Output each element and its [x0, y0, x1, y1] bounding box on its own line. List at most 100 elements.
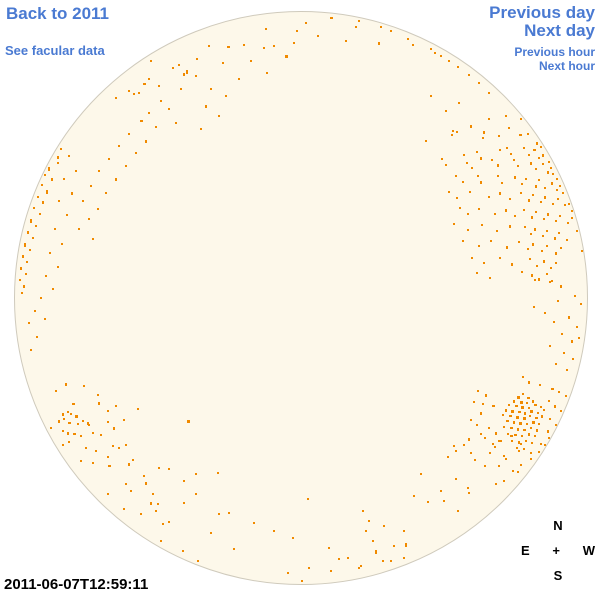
facular-point [498, 465, 500, 467]
facular-point [453, 223, 455, 225]
facular-point [365, 530, 367, 532]
facular-point [405, 545, 407, 547]
facular-point [568, 316, 570, 319]
facular-point [462, 181, 464, 183]
facular-point [522, 393, 524, 395]
facular-point [425, 140, 427, 142]
facular-point [140, 513, 142, 515]
facular-point [378, 42, 380, 45]
facular-point [552, 203, 554, 205]
facular-point [470, 125, 472, 128]
facular-point [108, 158, 110, 160]
facular-point [531, 442, 533, 444]
facular-point [80, 435, 82, 437]
facular-point [576, 230, 578, 232]
facular-point [22, 255, 24, 258]
compass-rose: N E + W S [521, 518, 595, 583]
facular-point [97, 394, 99, 396]
facular-point [490, 240, 492, 242]
compass-north-label: N [553, 518, 563, 533]
facular-point [330, 17, 333, 19]
facular-point [514, 434, 517, 436]
previous-hour-link[interactable]: Previous hour [514, 45, 595, 59]
facular-point [225, 95, 227, 97]
facular-point [195, 75, 197, 77]
facular-point [195, 473, 197, 475]
facular-point [87, 422, 89, 425]
facular-point [66, 214, 68, 216]
facular-point [273, 45, 275, 47]
facular-point [113, 427, 115, 430]
facular-point [534, 435, 536, 437]
facular-point [534, 228, 536, 231]
facular-point [75, 170, 77, 172]
facular-point [168, 108, 170, 110]
facular-point [578, 337, 580, 339]
facular-point [488, 92, 490, 94]
facular-point [63, 418, 65, 420]
facular-point [92, 432, 94, 434]
facular-point [546, 245, 548, 247]
facular-point [535, 417, 538, 419]
next-hour-link[interactable]: Next hour [538, 59, 595, 74]
facular-point [483, 131, 485, 134]
next-day-link[interactable]: Next day [524, 20, 595, 40]
facular-point [115, 405, 117, 407]
facular-point [75, 415, 78, 418]
facular-point [30, 219, 32, 223]
facular-point [23, 285, 25, 288]
facular-point [556, 178, 558, 180]
facular-point [372, 540, 374, 542]
facular-point [130, 490, 132, 492]
facular-point [510, 153, 512, 155]
facular-point [508, 404, 510, 406]
facular-point [532, 421, 535, 424]
facular-point [532, 194, 534, 196]
facular-point [107, 421, 109, 423]
facular-point [519, 422, 522, 425]
facular-point [548, 437, 550, 439]
see-facular-data-link[interactable]: See facular data [5, 43, 105, 58]
timestamp-label: 2011-06-07T12:59:11 [4, 576, 149, 593]
facular-point [511, 263, 513, 266]
facular-point [358, 567, 360, 569]
facular-point [463, 444, 465, 446]
facular-point [496, 230, 498, 232]
facular-point [32, 237, 34, 239]
facular-point [57, 162, 59, 164]
facular-point [107, 456, 109, 458]
facular-point [390, 30, 392, 32]
facular-point [551, 182, 553, 185]
facular-point [576, 326, 578, 328]
facular-point [148, 78, 150, 80]
facular-point [528, 433, 530, 436]
facular-point [478, 208, 480, 210]
day-navigation: Previous day Next day [489, 4, 595, 40]
facular-point [49, 252, 51, 254]
facular-point [328, 547, 330, 549]
compass-east-label: E [521, 543, 530, 558]
facular-point [477, 390, 479, 392]
facular-point [499, 440, 502, 442]
facular-point [532, 400, 534, 403]
facular-point [505, 209, 507, 212]
facular-point [495, 483, 497, 485]
facular-point [135, 152, 137, 154]
facular-point [497, 164, 499, 167]
facular-point [105, 192, 107, 194]
facular-point [82, 200, 84, 202]
facular-point [37, 196, 39, 198]
back-to-year-link[interactable]: Back to 2011 [6, 4, 110, 23]
previous-day-link[interactable]: Previous day [489, 3, 595, 22]
facular-point [518, 411, 521, 413]
facular-point [67, 411, 69, 413]
facular-point [250, 60, 252, 62]
facular-point [581, 250, 583, 252]
facular-point [503, 480, 505, 482]
facular-point [469, 191, 471, 193]
facular-point [551, 280, 553, 282]
facular-point [531, 216, 533, 219]
facular-point [529, 258, 531, 260]
facular-point [150, 502, 152, 505]
facular-point [549, 345, 551, 347]
